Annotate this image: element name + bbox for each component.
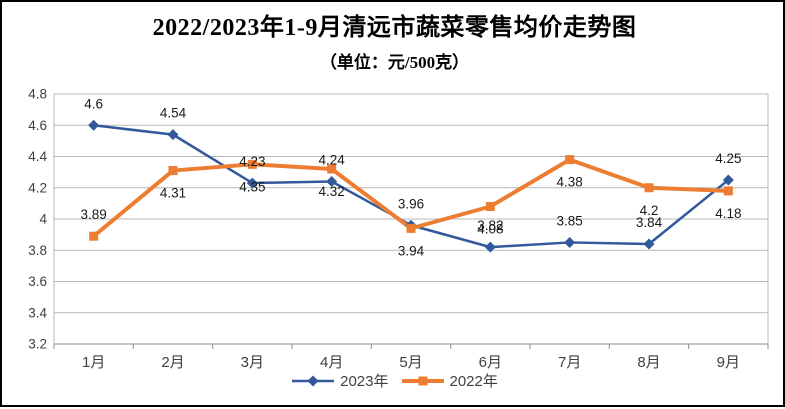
x-axis-tick-label: 5月 — [399, 354, 422, 371]
data-point-label-2022年: 4.18 — [715, 206, 741, 221]
legend-label-2022: 2022年 — [449, 373, 498, 390]
legend-square-marker-icon — [418, 376, 427, 385]
data-point-marker-2023年 — [722, 174, 734, 186]
data-point-label-2022年: 3.89 — [81, 207, 107, 222]
data-point-label-2023年: 3.85 — [557, 213, 583, 228]
y-axis-tick-label: 4 — [39, 212, 47, 227]
data-point-marker-2022年 — [327, 164, 337, 174]
data-point-marker-2022年 — [644, 183, 654, 193]
y-axis-tick-label: 3.6 — [28, 274, 47, 289]
legend-line-diamond-icon — [292, 375, 335, 386]
x-axis-tick-label: 7月 — [558, 354, 581, 371]
x-axis-tick-label: 8月 — [637, 354, 660, 371]
data-point-label-2022年: 4.2 — [640, 203, 659, 218]
data-point-label-2023年: 4.25 — [715, 151, 741, 166]
data-point-marker-2022年 — [565, 155, 575, 165]
x-axis-tick-label: 4月 — [320, 354, 343, 371]
legend-diamond-marker-icon — [307, 375, 319, 386]
data-point-marker-2022年 — [89, 231, 99, 241]
chart-legend: 2023年 2022年 — [2, 370, 785, 391]
data-point-label-2023年: 4.54 — [160, 106, 187, 121]
data-point-marker-2023年 — [564, 236, 576, 248]
y-axis-tick-label: 4.4 — [28, 149, 47, 164]
x-axis-tick-label: 9月 — [717, 354, 740, 371]
data-point-label-2022年: 4.32 — [319, 184, 345, 199]
data-point-label-2023年: 3.96 — [398, 196, 424, 211]
data-point-marker-2022年 — [406, 223, 416, 233]
x-axis-tick-label: 1月 — [82, 354, 105, 371]
chart-subtitle: （单位：元/500克） — [319, 53, 470, 72]
data-point-label-2022年: 4.31 — [160, 186, 186, 201]
data-point-label-2023年: 3.84 — [636, 215, 663, 230]
data-point-marker-2022年 — [485, 202, 495, 211]
data-point-label-2022年: 3.94 — [398, 243, 425, 258]
data-point-label-2023年: 3.82 — [477, 218, 503, 233]
y-axis-tick-label: 4.6 — [28, 118, 47, 133]
x-axis-tick-label: 2月 — [161, 354, 184, 371]
chart-title: 2022/2023年1-9月清远市蔬菜零售均价走势图 — [152, 15, 637, 41]
y-axis-tick-label: 3.4 — [28, 305, 47, 320]
x-axis-tick-label: 6月 — [479, 354, 502, 371]
data-point-label-2022年: 4.35 — [239, 179, 265, 194]
data-point-marker-2022年 — [247, 159, 257, 169]
legend-item-2023: 2023年 — [291, 370, 389, 391]
data-point-label-2023年: 4.24 — [319, 153, 346, 168]
data-point-marker-2023年 — [88, 119, 100, 131]
data-point-label-2023年: 4.23 — [239, 154, 265, 169]
y-axis-tick-label: 4.2 — [28, 180, 47, 195]
data-point-marker-2023年 — [643, 238, 655, 250]
data-point-marker-2023年 — [246, 177, 258, 189]
y-axis-tick-label: 3.8 — [28, 243, 47, 258]
x-axis-tick-label: 3月 — [241, 354, 264, 371]
data-point-label-2023年: 4.6 — [84, 96, 103, 111]
data-point-marker-2022年 — [168, 166, 178, 176]
data-point-marker-2022年 — [723, 186, 733, 196]
data-point-marker-2023年 — [326, 176, 338, 187]
data-point-marker-2023年 — [484, 241, 496, 253]
data-point-label-2022年: 4.08 — [477, 222, 503, 237]
data-point-marker-2023年 — [167, 129, 179, 141]
legend-label-2023: 2023年 — [340, 373, 389, 390]
y-axis-tick-label: 3.2 — [28, 337, 47, 352]
y-axis-tick-label: 4.8 — [28, 87, 47, 102]
data-point-label-2022年: 4.38 — [557, 175, 583, 190]
legend-item-2022: 2022年 — [401, 370, 498, 391]
legend-line-square-icon — [401, 376, 444, 385]
